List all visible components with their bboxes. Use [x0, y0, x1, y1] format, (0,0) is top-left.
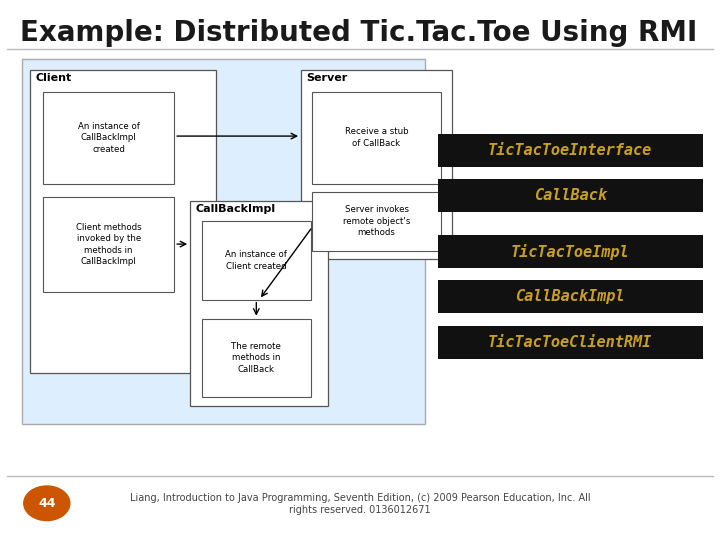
- FancyBboxPatch shape: [202, 319, 311, 397]
- Text: TicTacToeImpl: TicTacToeImpl: [511, 244, 629, 260]
- Text: 44: 44: [38, 497, 55, 510]
- Text: CallBackImpl: CallBackImpl: [196, 204, 276, 214]
- Text: TicTacToeClientRMI: TicTacToeClientRMI: [488, 335, 652, 350]
- FancyBboxPatch shape: [301, 70, 452, 259]
- Circle shape: [24, 486, 70, 521]
- FancyBboxPatch shape: [438, 179, 703, 212]
- Text: An instance of
Client created: An instance of Client created: [225, 251, 287, 271]
- FancyBboxPatch shape: [438, 280, 703, 313]
- Text: TicTacToeInterface: TicTacToeInterface: [488, 143, 652, 158]
- Text: Server invokes
remote object's
methods: Server invokes remote object's methods: [343, 205, 410, 238]
- FancyBboxPatch shape: [312, 92, 441, 184]
- FancyBboxPatch shape: [30, 70, 216, 373]
- FancyBboxPatch shape: [43, 92, 174, 184]
- Text: The remote
methods in
CallBack: The remote methods in CallBack: [231, 342, 282, 374]
- Text: Example: Distributed Tic.Tac.Toe Using RMI: Example: Distributed Tic.Tac.Toe Using R…: [20, 19, 698, 47]
- FancyBboxPatch shape: [438, 134, 703, 167]
- FancyBboxPatch shape: [438, 326, 703, 359]
- Text: CallBackImpl: CallBackImpl: [516, 289, 625, 304]
- FancyBboxPatch shape: [22, 59, 425, 424]
- FancyBboxPatch shape: [190, 201, 328, 406]
- FancyBboxPatch shape: [438, 235, 703, 268]
- Text: An instance of
CallBackImpl
created: An instance of CallBackImpl created: [78, 122, 140, 154]
- FancyBboxPatch shape: [202, 221, 311, 300]
- Text: Receive a stub
of CallBack: Receive a stub of CallBack: [345, 127, 408, 148]
- Text: Client methods
invoked by the
methods in
CallBackImpl: Client methods invoked by the methods in…: [76, 222, 142, 266]
- FancyBboxPatch shape: [43, 197, 174, 292]
- Text: Liang, Introduction to Java Programming, Seventh Edition, (c) 2009 Pearson Educa: Liang, Introduction to Java Programming,…: [130, 493, 590, 515]
- Text: Server: Server: [307, 73, 348, 84]
- Text: Client: Client: [36, 73, 72, 84]
- Text: CallBack: CallBack: [534, 188, 607, 203]
- FancyBboxPatch shape: [312, 192, 441, 251]
